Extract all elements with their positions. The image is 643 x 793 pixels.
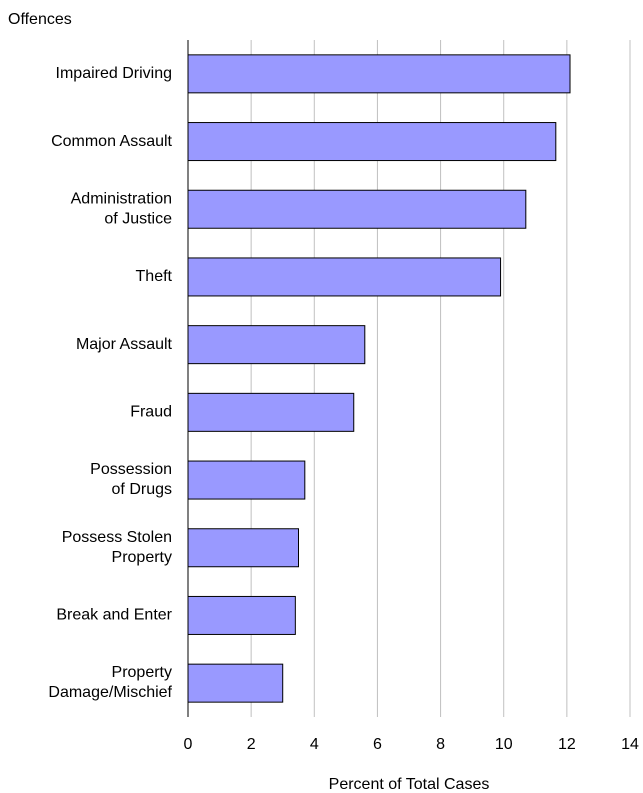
y-tick-label: Theft [136, 268, 173, 285]
x-tick-label: 8 [436, 736, 445, 753]
bar [187, 122, 557, 162]
x-tick-label: 4 [310, 736, 319, 753]
y-tick-label: Impaired Driving [56, 65, 172, 82]
x-tick-label: 2 [247, 736, 256, 753]
y-tick-label: Possession of Drugs [90, 461, 172, 498]
bar [187, 325, 366, 365]
x-tick-label: 0 [184, 736, 193, 753]
x-axis-title: Percent of Total Cases [329, 776, 490, 793]
bar [187, 528, 299, 568]
x-tick-label: 10 [495, 736, 513, 753]
bar [187, 595, 296, 635]
y-tick-label: Break and Enter [56, 607, 172, 624]
y-tick-label: Property Damage/Mischief [48, 664, 172, 701]
bar [187, 460, 306, 500]
bar [187, 189, 527, 229]
x-tick-label: 6 [373, 736, 382, 753]
bar [187, 257, 502, 297]
y-tick-label: Fraud [130, 404, 172, 421]
x-tick-label: 12 [558, 736, 576, 753]
y-tick-label: Administration of Justice [71, 190, 172, 227]
y-tick-label: Possess Stolen Property [62, 529, 172, 566]
bar [187, 663, 284, 703]
y-tick-label: Common Assault [51, 133, 172, 150]
bar [187, 392, 355, 432]
y-tick-label: Major Assault [76, 336, 173, 353]
x-tick-label: 14 [621, 736, 639, 753]
y-axis-title: Offences [8, 11, 72, 28]
bar [187, 54, 571, 94]
